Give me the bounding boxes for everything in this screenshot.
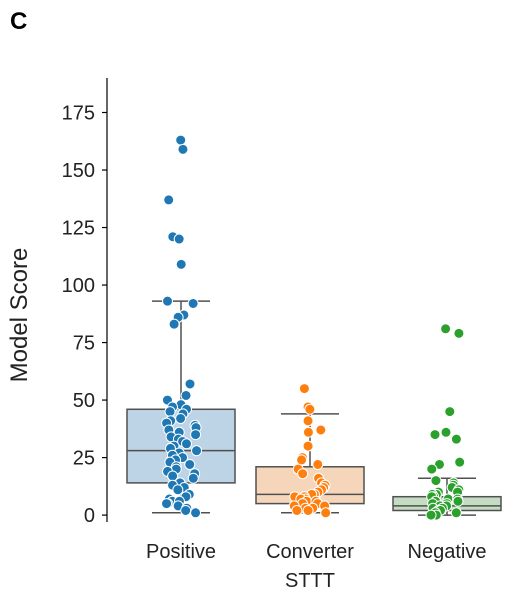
data-point bbox=[291, 504, 303, 516]
data-point bbox=[440, 426, 452, 438]
data-point bbox=[190, 429, 202, 441]
data-point bbox=[429, 429, 441, 441]
data-point bbox=[190, 507, 202, 519]
data-point bbox=[440, 323, 452, 335]
data-point bbox=[426, 463, 438, 475]
x-ticks: Positive Converter STTT Negative bbox=[146, 541, 486, 592]
data-point bbox=[180, 389, 192, 401]
y-tick-label: 150 bbox=[62, 160, 95, 182]
data-point bbox=[184, 458, 196, 470]
data-point bbox=[172, 484, 184, 496]
data-point bbox=[453, 327, 465, 339]
data-point bbox=[161, 498, 173, 510]
data-point bbox=[452, 495, 464, 507]
data-point bbox=[187, 472, 199, 484]
data-point bbox=[298, 383, 310, 395]
y-tick-label: 75 bbox=[73, 333, 95, 355]
data-point bbox=[450, 433, 462, 445]
x-tick-label: Converter bbox=[266, 541, 354, 563]
data-point bbox=[444, 406, 456, 418]
y-tick-label: 50 bbox=[73, 390, 95, 412]
data-point bbox=[302, 426, 314, 438]
data-point bbox=[450, 507, 462, 519]
data-point bbox=[175, 258, 187, 270]
points-layer bbox=[161, 134, 466, 521]
y-axis-label: Model Score bbox=[6, 248, 33, 383]
data-point bbox=[184, 378, 196, 390]
data-point bbox=[191, 445, 203, 457]
data-point bbox=[296, 454, 308, 466]
x-tick-label: Negative bbox=[408, 541, 487, 563]
data-point bbox=[175, 412, 187, 424]
data-point bbox=[302, 504, 314, 516]
data-point bbox=[320, 507, 332, 519]
y-tick-label: 25 bbox=[73, 448, 95, 470]
data-point bbox=[162, 295, 174, 307]
data-point bbox=[180, 504, 192, 516]
data-point bbox=[312, 458, 324, 470]
x-tick-label: Positive bbox=[146, 541, 216, 563]
data-point bbox=[164, 406, 176, 418]
data-point bbox=[173, 233, 185, 245]
y-tick-label: 100 bbox=[62, 275, 95, 297]
x-tick-label: STTT bbox=[285, 570, 335, 592]
data-point bbox=[297, 468, 309, 480]
data-point bbox=[315, 424, 327, 436]
y-tick-label: 175 bbox=[62, 103, 95, 125]
y-ticks: 0 25 50 75 100 125 150 175 bbox=[62, 103, 107, 527]
data-point bbox=[175, 134, 187, 146]
data-point bbox=[454, 456, 466, 468]
data-point bbox=[180, 438, 192, 450]
y-tick-label: 125 bbox=[62, 218, 95, 240]
data-point bbox=[425, 509, 437, 521]
data-point bbox=[177, 143, 189, 155]
data-point bbox=[302, 415, 314, 427]
panel-label: C bbox=[10, 8, 28, 35]
data-point bbox=[302, 440, 314, 452]
y-tick-label: 0 bbox=[84, 505, 95, 527]
data-point bbox=[163, 194, 175, 206]
data-point bbox=[430, 475, 442, 487]
data-point bbox=[168, 318, 180, 330]
data-point bbox=[304, 403, 316, 415]
data-point bbox=[187, 297, 199, 309]
